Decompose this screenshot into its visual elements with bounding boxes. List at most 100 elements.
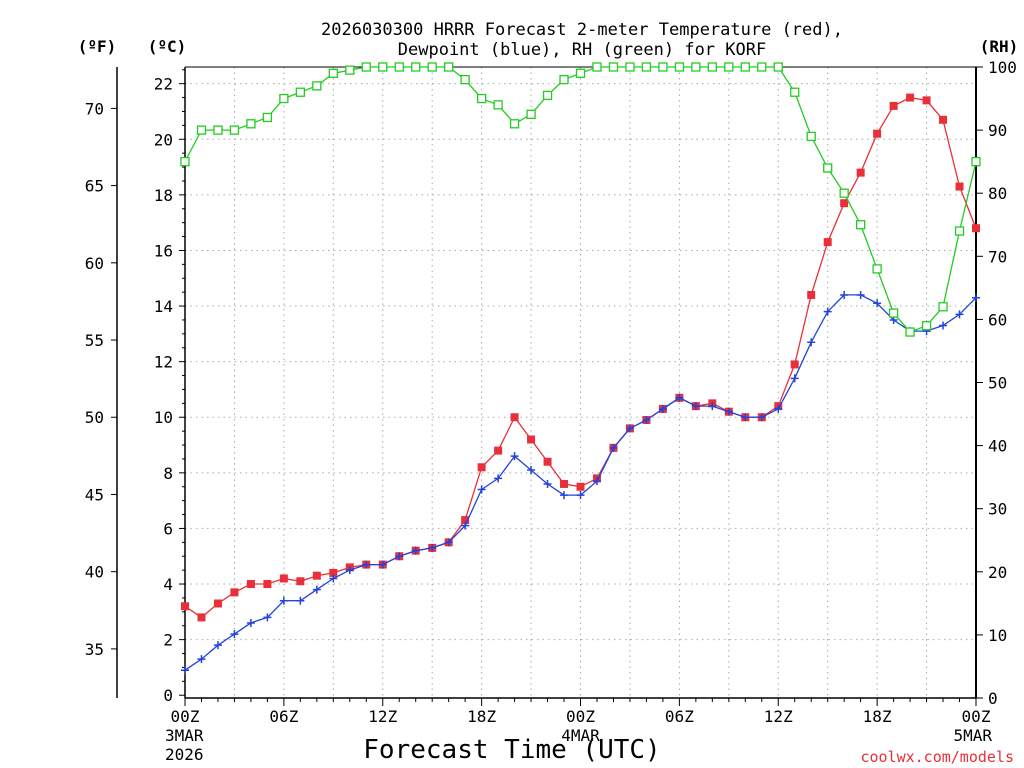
celsius-tick-label: 20 (154, 130, 173, 149)
dewpoint-point (378, 560, 387, 569)
dewpoint-point (625, 424, 634, 433)
rh-point (839, 188, 849, 198)
rh-tick-label: 100 (988, 58, 1017, 77)
axes (111, 66, 983, 706)
rh-point (493, 100, 503, 110)
rh-point (592, 62, 602, 72)
series-open-square (180, 62, 981, 337)
dewpoint-point (312, 585, 321, 594)
rh-tick-label: 30 (988, 500, 1007, 519)
celsius-tick-label: 12 (154, 353, 173, 372)
rh-tick-label: 50 (988, 374, 1007, 393)
dewpoint-point (543, 479, 552, 488)
temperature-point (889, 101, 898, 110)
rh-point (180, 156, 190, 167)
rh-point (740, 62, 750, 72)
dewpoint-point (510, 452, 519, 461)
fahrenheit-tick-label: 55 (85, 331, 104, 350)
x-tick-label: 06Z (665, 707, 694, 726)
dewpoint-point (181, 666, 189, 675)
dewpoint-point (461, 521, 470, 530)
rh-point (954, 226, 965, 236)
rh-point (559, 74, 569, 85)
dewpoint-point (296, 596, 305, 605)
temperature-point (543, 457, 552, 466)
dewpoint-point (609, 443, 618, 452)
rh-point (674, 62, 685, 72)
rh-point (213, 125, 223, 135)
temperature-point (510, 413, 519, 422)
temperature-point (230, 588, 239, 597)
temperature-point (461, 516, 470, 525)
dewpoint-point (724, 407, 733, 416)
dewpoint-point (873, 299, 882, 308)
dewpoint-point (230, 630, 239, 639)
rh-point (921, 321, 932, 331)
x-tick-label: 18Z (467, 707, 496, 726)
temperature-point (840, 199, 849, 208)
rh-point (888, 308, 899, 318)
temperature-point (955, 182, 964, 191)
dewpoint-point (213, 641, 222, 650)
temperature-point (922, 96, 931, 105)
temperature-point (576, 482, 585, 491)
dewpoint-point (642, 416, 651, 425)
celsius-unit-label: (ºC) (148, 37, 187, 56)
rh-point (394, 62, 404, 72)
temperature-point (790, 360, 799, 369)
rh-tick-label: 10 (988, 626, 1007, 645)
series-plus (181, 290, 980, 675)
celsius-tick-label: 16 (154, 241, 173, 260)
rh-point (823, 163, 833, 173)
dewpoint-point (972, 293, 980, 302)
dewpoint-point (477, 485, 486, 494)
dewpoint-point (790, 374, 799, 383)
rh-point (872, 264, 882, 274)
rh-tick-label: 60 (988, 310, 1007, 329)
rh-point (526, 109, 536, 119)
temperature-point (856, 168, 865, 177)
dewpoint-point (444, 538, 453, 547)
temperature-point (213, 599, 222, 608)
temperature-point (939, 115, 948, 124)
x-tick-label: 00Z (962, 707, 991, 726)
rh-point (724, 62, 734, 72)
rh-point (641, 62, 652, 72)
rh-point (378, 62, 388, 72)
x-tick-label: 00Z (171, 707, 200, 726)
temperature-point (263, 580, 272, 589)
dewpoint-point (494, 474, 503, 483)
temperature-point (972, 224, 980, 233)
rh-point (312, 81, 322, 91)
dewpoint-point (411, 546, 420, 555)
temperature-point (246, 580, 255, 589)
fahrenheit-tick-label: 40 (85, 563, 104, 582)
dewpoint-point (345, 566, 354, 575)
rh-point (279, 93, 289, 104)
temperature-point (329, 568, 338, 577)
dewpoint-point (955, 310, 964, 319)
rh-point (246, 119, 256, 129)
rh-point (411, 62, 421, 72)
temperature-point (527, 435, 536, 444)
dewpoint-point (576, 491, 585, 500)
celsius-tick-label: 18 (154, 186, 173, 205)
x-year-label: 2026 (165, 745, 204, 764)
rh-point (509, 119, 520, 129)
dewpoint-point (774, 404, 783, 413)
rh-point (773, 62, 783, 72)
rh-point (444, 62, 454, 72)
fahrenheit-tick-label: 45 (85, 485, 104, 504)
celsius-tick-label: 14 (154, 297, 173, 316)
dewpoint-point (939, 321, 948, 330)
chart-title-line1: 2026030300 HRRR Forecast 2-meter Tempera… (321, 20, 843, 40)
rh-point (229, 125, 240, 135)
dewpoint-point (592, 477, 601, 486)
rh-point (196, 125, 207, 135)
rh-tick-label: 80 (988, 184, 1007, 203)
celsius-tick-label: 22 (154, 75, 173, 94)
fahrenheit-tick-label: 65 (85, 177, 104, 196)
fahrenheit-tick-label: 35 (85, 640, 104, 659)
temperature-point (807, 290, 816, 299)
x-date-label: 4MAR (561, 726, 600, 745)
